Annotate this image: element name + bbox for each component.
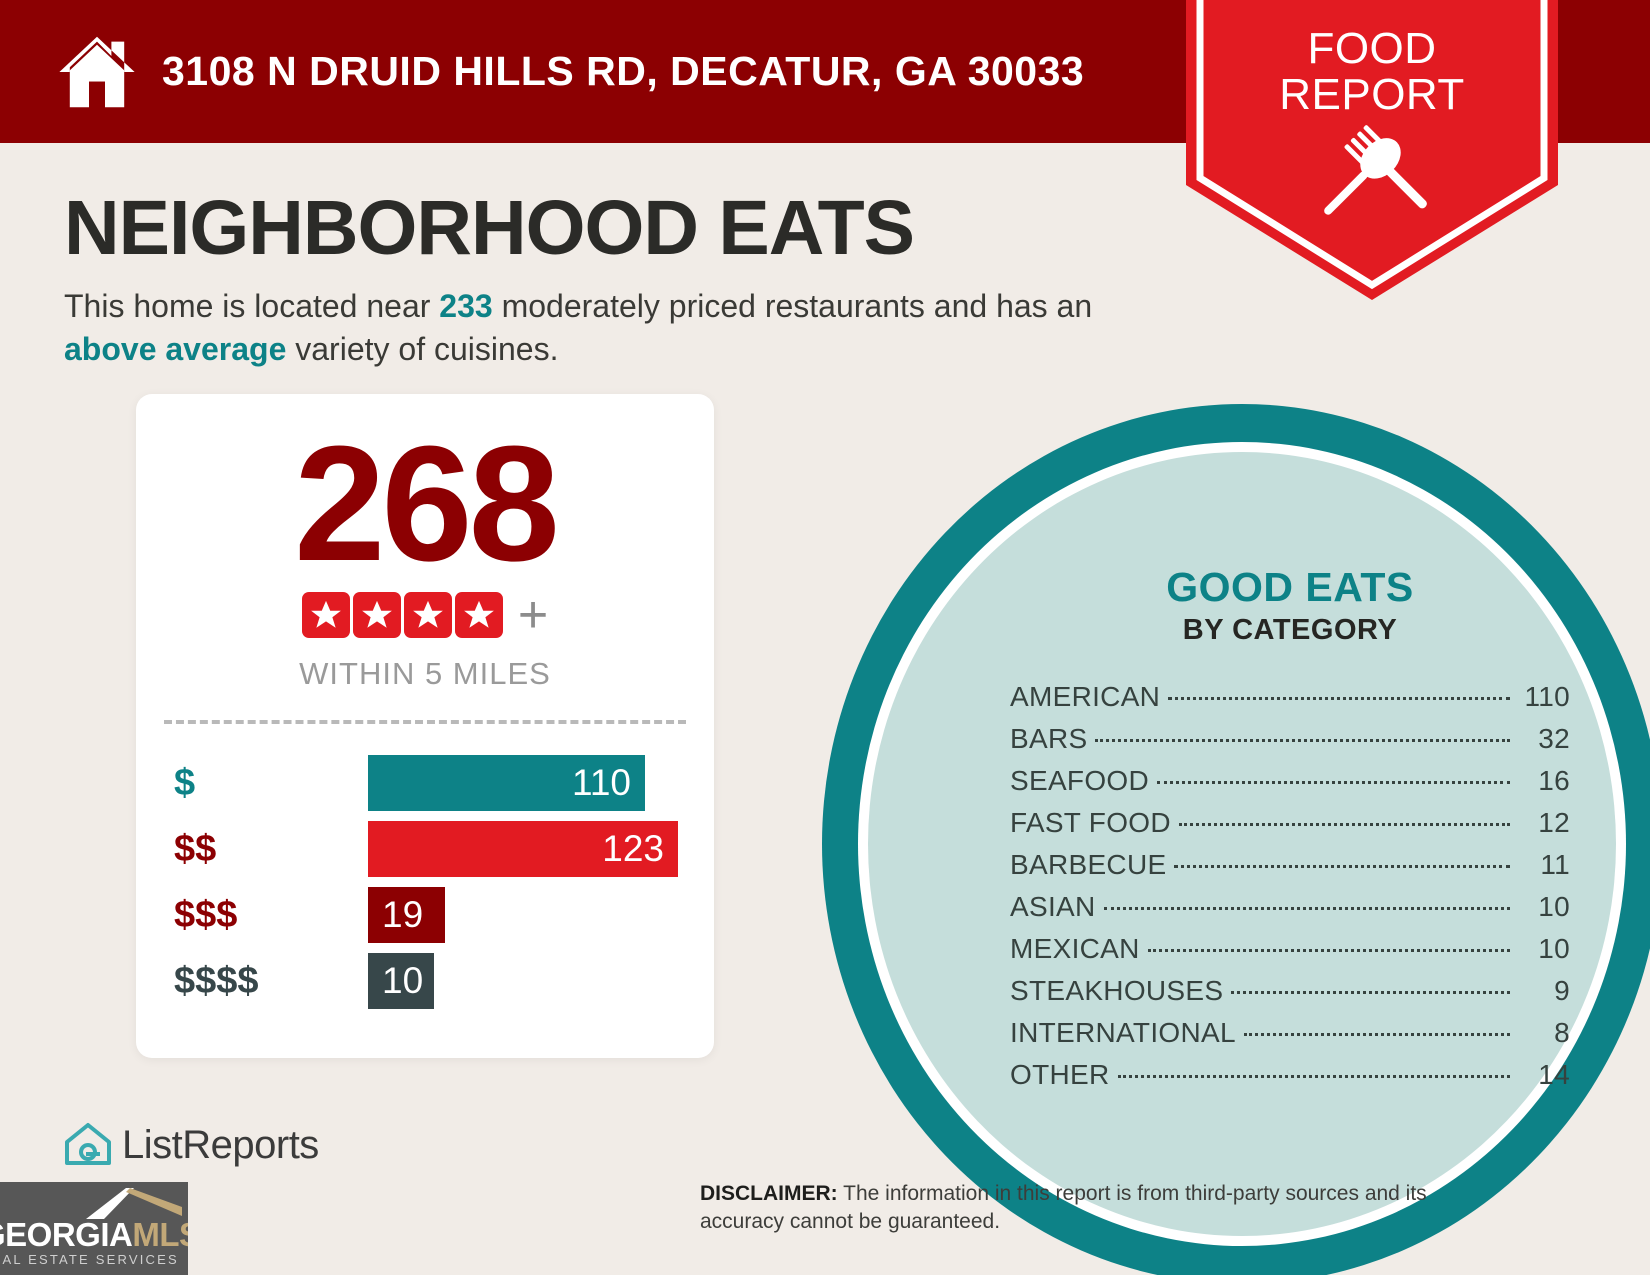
- category-label: BARBECUE: [1010, 849, 1167, 881]
- restaurant-count: 268: [294, 412, 560, 595]
- gamls-wordmark: GEORGIAMLS: [0, 1216, 188, 1254]
- list-item: SEAFOOD 16: [1010, 765, 1570, 807]
- price-tier-bar: 123: [368, 821, 678, 877]
- category-label: AMERICAN: [1010, 681, 1161, 713]
- leader-dots: [1117, 1075, 1510, 1079]
- leader-dots: [1103, 907, 1510, 911]
- listreports-house-icon: [65, 1123, 111, 1165]
- spoon-fork-icon: [1324, 125, 1427, 215]
- chart-row: $$$ 19: [136, 882, 714, 948]
- price-tier-bar: 110: [368, 755, 645, 811]
- subtitle-part-3: variety of cuisines.: [286, 330, 559, 367]
- category-value: 10: [1538, 933, 1570, 965]
- category-value: 110: [1524, 681, 1570, 713]
- disclaimer-label: DISCLAIMER:: [700, 1182, 838, 1205]
- category-value: 16: [1538, 765, 1570, 797]
- list-item: BARBECUE 11: [1010, 849, 1570, 891]
- disclaimer: DISCLAIMER: The information in this repo…: [700, 1180, 1510, 1237]
- price-tier-label: $$$: [174, 893, 238, 936]
- star-icon: [454, 592, 503, 638]
- chart-row: $ 110: [136, 750, 714, 816]
- list-item: MEXICAN 10: [1010, 933, 1570, 975]
- leader-dots: [1178, 823, 1510, 827]
- gamls-roof-icon: [86, 1188, 182, 1219]
- divider: [164, 720, 686, 724]
- subtitle-part-1: This home is located near: [64, 288, 440, 324]
- category-list: AMERICAN 110 BARS 32 SEAFOOD 16 FAST FOO…: [1010, 681, 1570, 1101]
- good-eats-subtitle: BY CATEGORY: [1182, 614, 1398, 647]
- category-value: 32: [1538, 723, 1570, 755]
- star-rating: +: [136, 585, 714, 644]
- star-icon: [403, 592, 452, 638]
- badge-line-1: FOOD: [1307, 24, 1437, 73]
- restaurant-count-card: 268 + WITHIN 5 MILES $ 110 $$: [136, 394, 714, 1058]
- listreports-wordmark: ListReports: [122, 1122, 319, 1167]
- subtitle-part-2: moderately priced restaurants and has an: [492, 288, 1093, 324]
- gamls-tagline: REAL ESTATE SERVICES: [0, 1252, 179, 1267]
- disclaimer-text: The information in this report is from t…: [700, 1182, 1427, 1234]
- list-item: FAST FOOD 12: [1010, 807, 1570, 849]
- star-icon: [301, 592, 350, 638]
- leader-dots: [1174, 865, 1510, 869]
- subtitle-highlight-variety: above average: [64, 330, 287, 367]
- leader-dots: [1231, 991, 1510, 995]
- list-item: AMERICAN 110: [1010, 681, 1570, 723]
- price-tier-label: $$$$: [174, 959, 259, 1002]
- list-item: STEAKHOUSES 9: [1010, 975, 1570, 1017]
- leader-dots: [1168, 697, 1510, 701]
- category-value: 14: [1538, 1059, 1570, 1091]
- category-label: FAST FOOD: [1010, 807, 1171, 839]
- category-value: 12: [1538, 807, 1570, 839]
- price-tier-bar: 19: [368, 887, 445, 943]
- category-label: ASIAN: [1010, 891, 1096, 923]
- listreports-logo: ListReports: [62, 1119, 319, 1171]
- category-value: 8: [1554, 1017, 1570, 1049]
- georgia-mls-logo: GEORGIAMLS REAL ESTATE SERVICES: [0, 1182, 188, 1275]
- price-tier-label: $: [174, 761, 196, 804]
- leader-dots: [1095, 739, 1510, 743]
- leader-dots: [1147, 949, 1510, 953]
- plus-sign: +: [517, 585, 549, 644]
- category-value: 9: [1554, 975, 1570, 1007]
- chart-row: $$ 123: [136, 816, 714, 882]
- list-item: BARS 32: [1010, 723, 1570, 765]
- within-radius-label: WITHIN 5 MILES: [299, 656, 551, 691]
- category-value: 11: [1540, 849, 1570, 881]
- price-tier-label: $$: [174, 827, 217, 870]
- good-eats-circle: [822, 404, 1650, 1275]
- good-eats-title: GOOD EATS: [1166, 564, 1414, 610]
- star-icon: [352, 592, 401, 638]
- category-label: BARS: [1010, 723, 1088, 755]
- leader-dots: [1243, 1033, 1510, 1037]
- list-item: ASIAN 10: [1010, 891, 1570, 933]
- gamls-georgia: GEORGIA: [0, 1216, 133, 1253]
- badge-line-2: REPORT: [1279, 70, 1465, 120]
- food-report-badge: FOOD REPORT: [1186, 0, 1558, 310]
- price-tier-chart: $ 110 $$ 123 $$$ 19 $$$$ 10: [136, 750, 714, 1014]
- list-item: OTHER 14: [1010, 1059, 1570, 1101]
- chart-row: $$$$ 10: [136, 948, 714, 1014]
- badge-shape: [1186, 0, 1558, 300]
- header-address: 3108 N DRUID HILLS RD, DECATUR, GA 30033: [162, 48, 1085, 94]
- subtitle-highlight-count: 233: [439, 288, 493, 324]
- good-eats-panel: GOOD EATS BY CATEGORY AMERICAN 110 BARS …: [1010, 564, 1570, 1101]
- category-label: STEAKHOUSES: [1010, 975, 1224, 1007]
- gamls-mls: MLS: [132, 1216, 188, 1253]
- category-value: 10: [1538, 891, 1570, 923]
- leader-dots: [1157, 781, 1510, 785]
- circle-inner-fill: [868, 452, 1616, 1236]
- price-tier-bar: 10: [368, 953, 434, 1009]
- house-icon: [59, 36, 135, 107]
- category-label: OTHER: [1010, 1059, 1110, 1091]
- category-label: MEXICAN: [1010, 933, 1140, 965]
- list-item: INTERNATIONAL 8: [1010, 1017, 1570, 1059]
- badge-label: FOOD REPORT: [1186, 24, 1558, 120]
- category-label: SEAFOOD: [1010, 765, 1150, 797]
- category-label: INTERNATIONAL: [1010, 1017, 1236, 1049]
- page-title: NEIGHBORHOOD EATS: [64, 185, 915, 271]
- page-subtitle: This home is located near 233 moderately…: [64, 285, 1104, 370]
